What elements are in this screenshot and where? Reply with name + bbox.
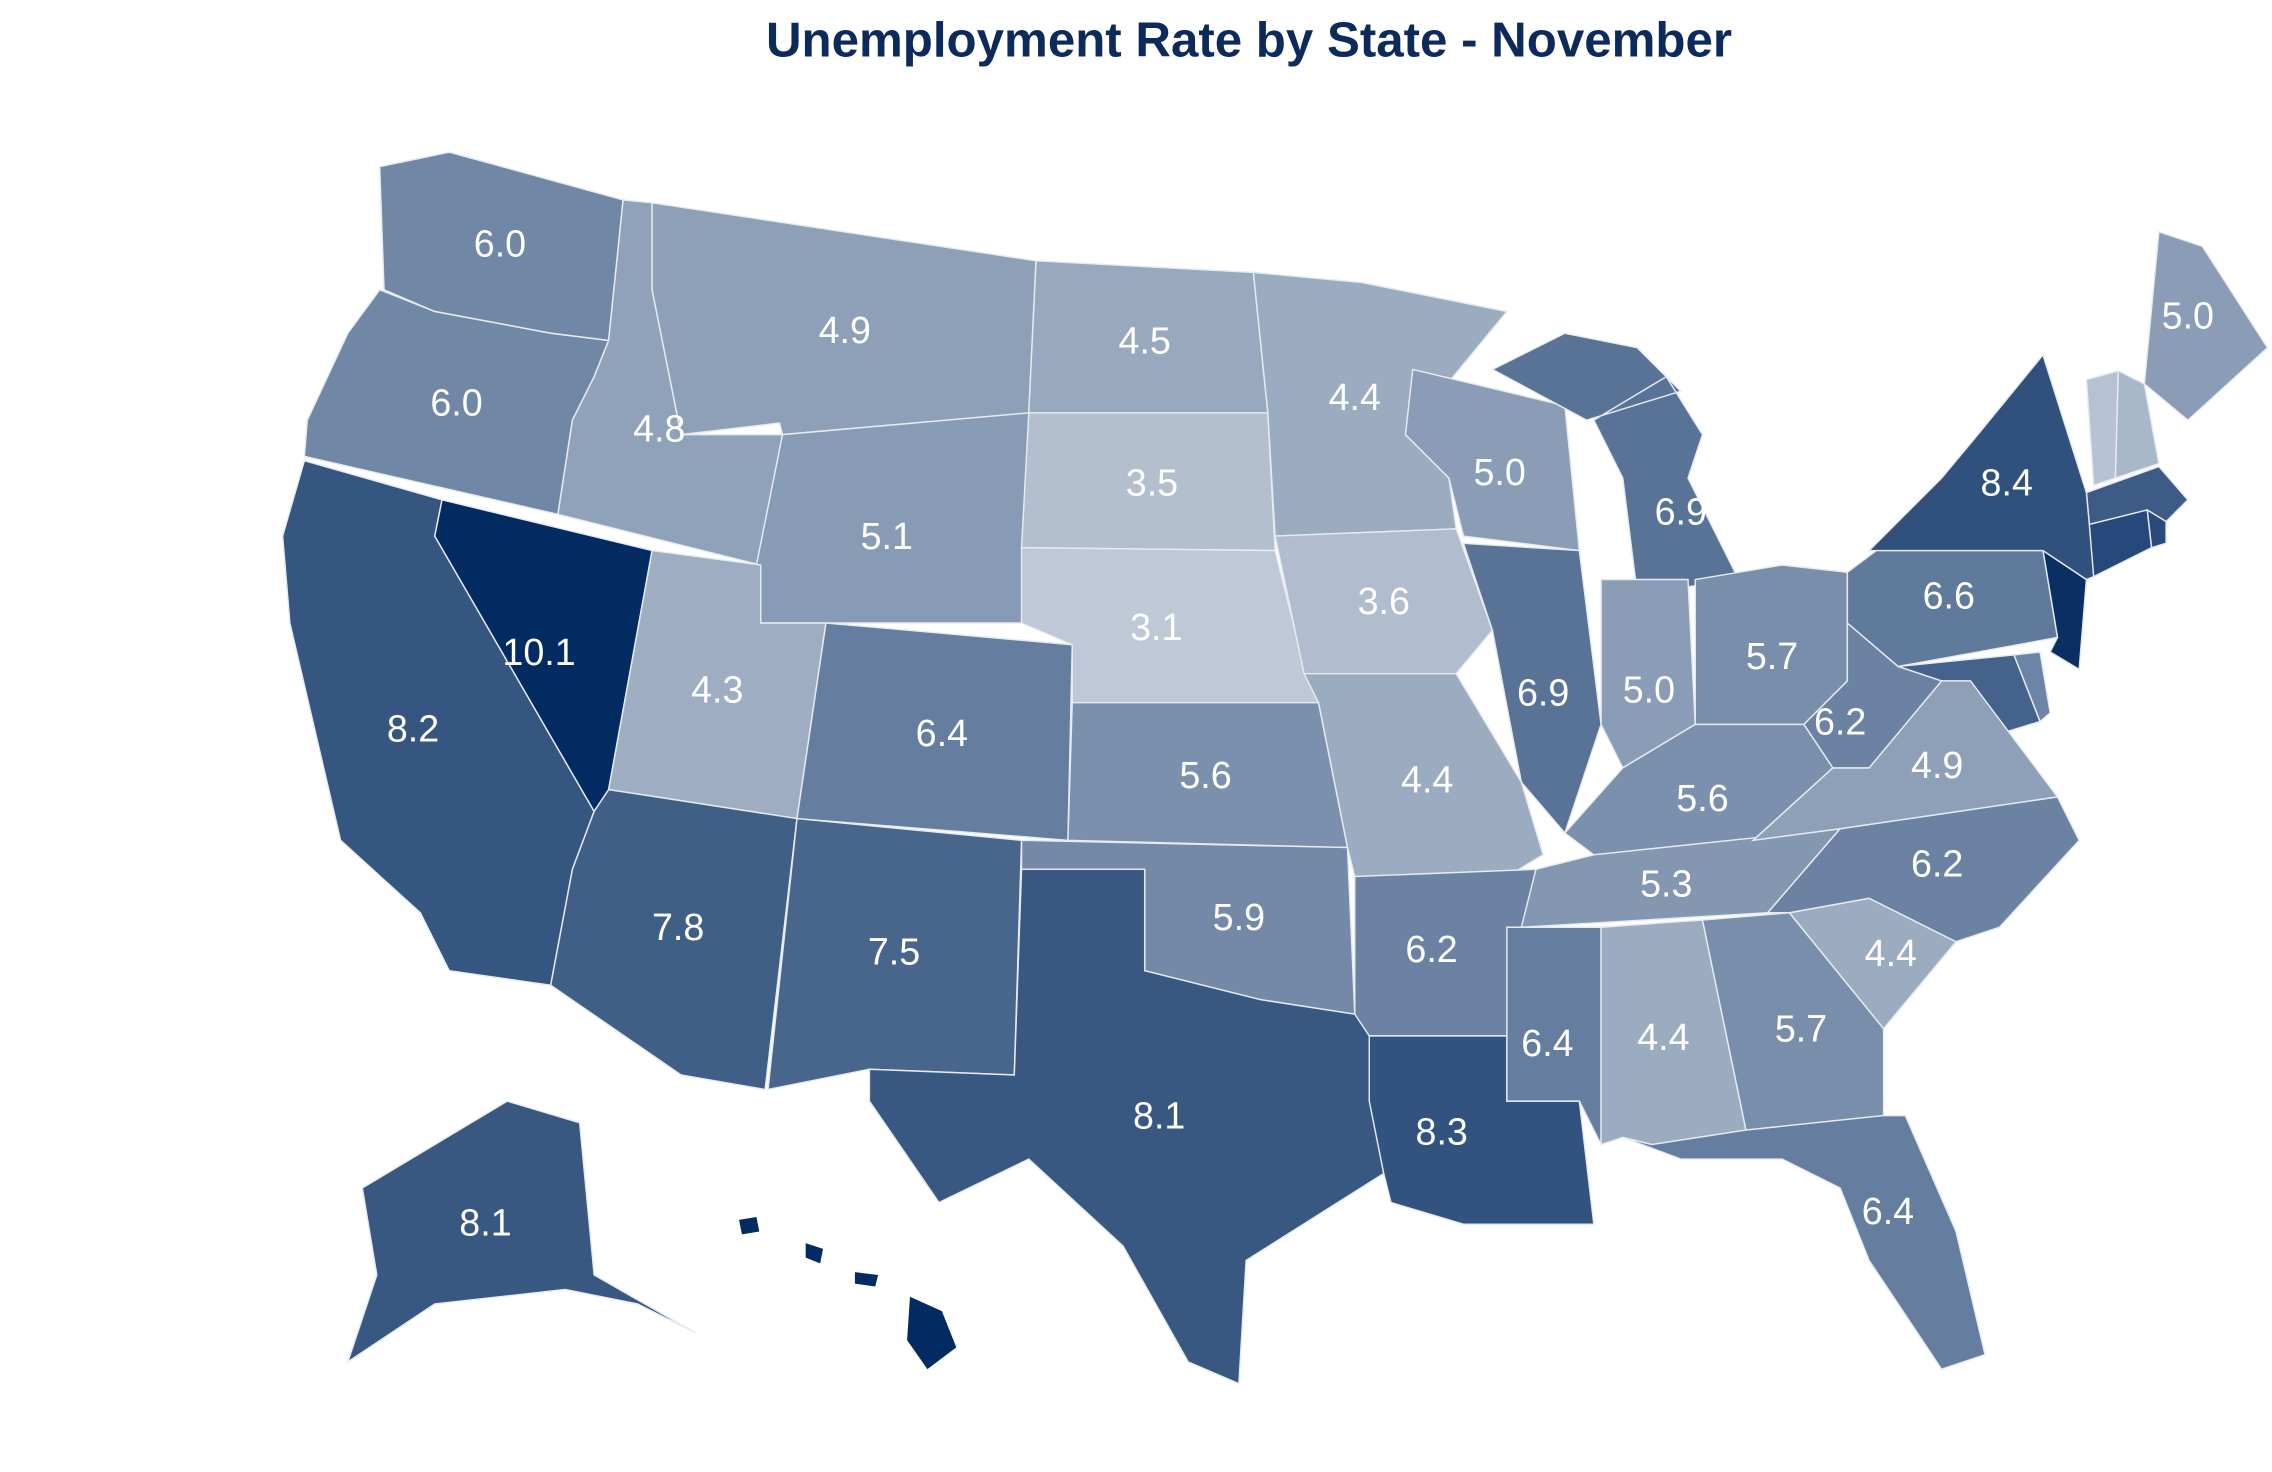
state	[2012, 651, 2051, 723]
state-value-label: 6.4	[1521, 1022, 1573, 1064]
state-value-label: 6.2	[1405, 928, 1457, 970]
state	[2143, 230, 2269, 422]
state-value-label: 6.4	[916, 712, 968, 754]
state-value-label: 8.1	[459, 1202, 511, 1244]
state	[1622, 1114, 1986, 1370]
state-value-label: 6.4	[1862, 1190, 1914, 1232]
state	[2146, 508, 2167, 549]
state-value-label: 4.9	[819, 309, 871, 351]
state-value-label: 10.1	[502, 631, 575, 673]
state	[346, 1100, 696, 1364]
state-value-label: 8.3	[1416, 1110, 1468, 1152]
state	[1274, 528, 1494, 675]
state-value-label: 5.3	[1640, 863, 1692, 905]
map-title: Unemployment Rate by State - November	[766, 12, 1732, 67]
state-value-label: 5.0	[1623, 668, 1675, 710]
state	[1867, 353, 2095, 581]
state	[2114, 369, 2160, 480]
state-value-label: 5.7	[1746, 635, 1798, 677]
state-value-label: 6.6	[1923, 574, 1975, 616]
state	[1506, 926, 1602, 1145]
state	[868, 868, 1385, 1385]
state-value-label: 6.2	[1814, 700, 1866, 742]
state-value-label: 8.1	[1133, 1094, 1185, 1136]
state-value-label: 5.7	[1775, 1008, 1827, 1050]
state-value-label: 6.0	[474, 222, 526, 264]
state-value-label: 4.3	[691, 668, 743, 710]
labels: 6.0 6.0 8.2 10.1 4.8 4.9 5.1 4.3 6.4 7.8 7.5 4.5 3.5…	[387, 222, 2214, 1243]
state-value-label: 5.0	[2162, 295, 2214, 337]
island	[739, 1217, 957, 1370]
state-value-label: 4.9	[1911, 744, 1963, 786]
states	[281, 151, 2269, 1385]
state-value-label: 4.5	[1119, 319, 1171, 361]
state-value-label: 5.1	[861, 515, 913, 557]
state-value-label: 5.9	[1213, 896, 1265, 938]
state-value-label: 4.4	[1637, 1016, 1689, 1058]
state	[1802, 621, 1943, 769]
state-value-label: 8.4	[1981, 461, 2033, 503]
state-value-label: 6.9	[1655, 490, 1707, 532]
state-value-label: 7.8	[652, 906, 704, 948]
state-value-label: 5.6	[1179, 754, 1231, 796]
state-value-label: 4.4	[1401, 758, 1453, 800]
state-value-label: 6.0	[430, 382, 482, 424]
state	[1490, 332, 1740, 595]
state-value-label: 3.6	[1358, 580, 1410, 622]
state-value-label: 5.0	[1473, 451, 1525, 493]
state-value-label: 4.4	[1865, 932, 1917, 974]
state-value-label: 5.6	[1676, 777, 1728, 819]
state-value-label: 8.2	[387, 708, 439, 750]
state	[1701, 912, 1885, 1131]
state-value-label: 4.8	[633, 408, 685, 450]
state-value-label: 6.9	[1517, 671, 1569, 713]
state-value-label: 3.5	[1126, 461, 1178, 503]
state-value-label: 3.1	[1130, 606, 1182, 648]
state-value-label: 6.2	[1911, 842, 1963, 884]
state-value-label: 4.4	[1329, 376, 1381, 418]
state	[2085, 369, 2120, 487]
state	[755, 412, 1030, 624]
state-value-label: 7.5	[868, 931, 920, 973]
